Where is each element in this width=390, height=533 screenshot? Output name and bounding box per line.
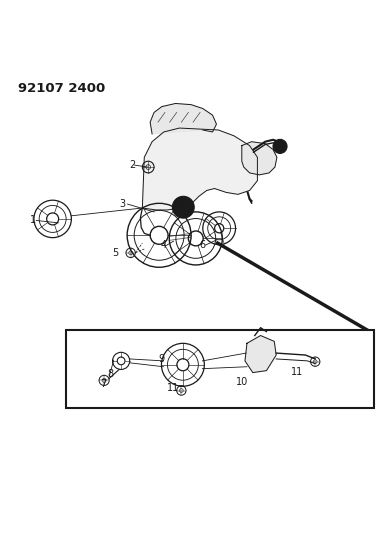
Text: 2: 2: [129, 160, 136, 170]
Circle shape: [273, 139, 287, 154]
Text: 7: 7: [100, 379, 106, 389]
Text: 11: 11: [291, 367, 303, 377]
Text: 4: 4: [161, 240, 167, 250]
Text: 9: 9: [158, 354, 164, 365]
Text: 92107 2400: 92107 2400: [18, 83, 105, 95]
Bar: [66, 330, 374, 408]
Circle shape: [172, 196, 194, 218]
Polygon shape: [150, 103, 216, 134]
Polygon shape: [245, 336, 276, 373]
Text: 3: 3: [120, 199, 126, 209]
Text: 8: 8: [107, 369, 113, 379]
Text: 10: 10: [236, 376, 248, 386]
Text: 6: 6: [200, 240, 206, 250]
Text: 5: 5: [112, 248, 118, 258]
Text: 11: 11: [167, 383, 180, 393]
Polygon shape: [242, 142, 277, 175]
Text: 1: 1: [30, 215, 36, 225]
Polygon shape: [142, 128, 257, 210]
